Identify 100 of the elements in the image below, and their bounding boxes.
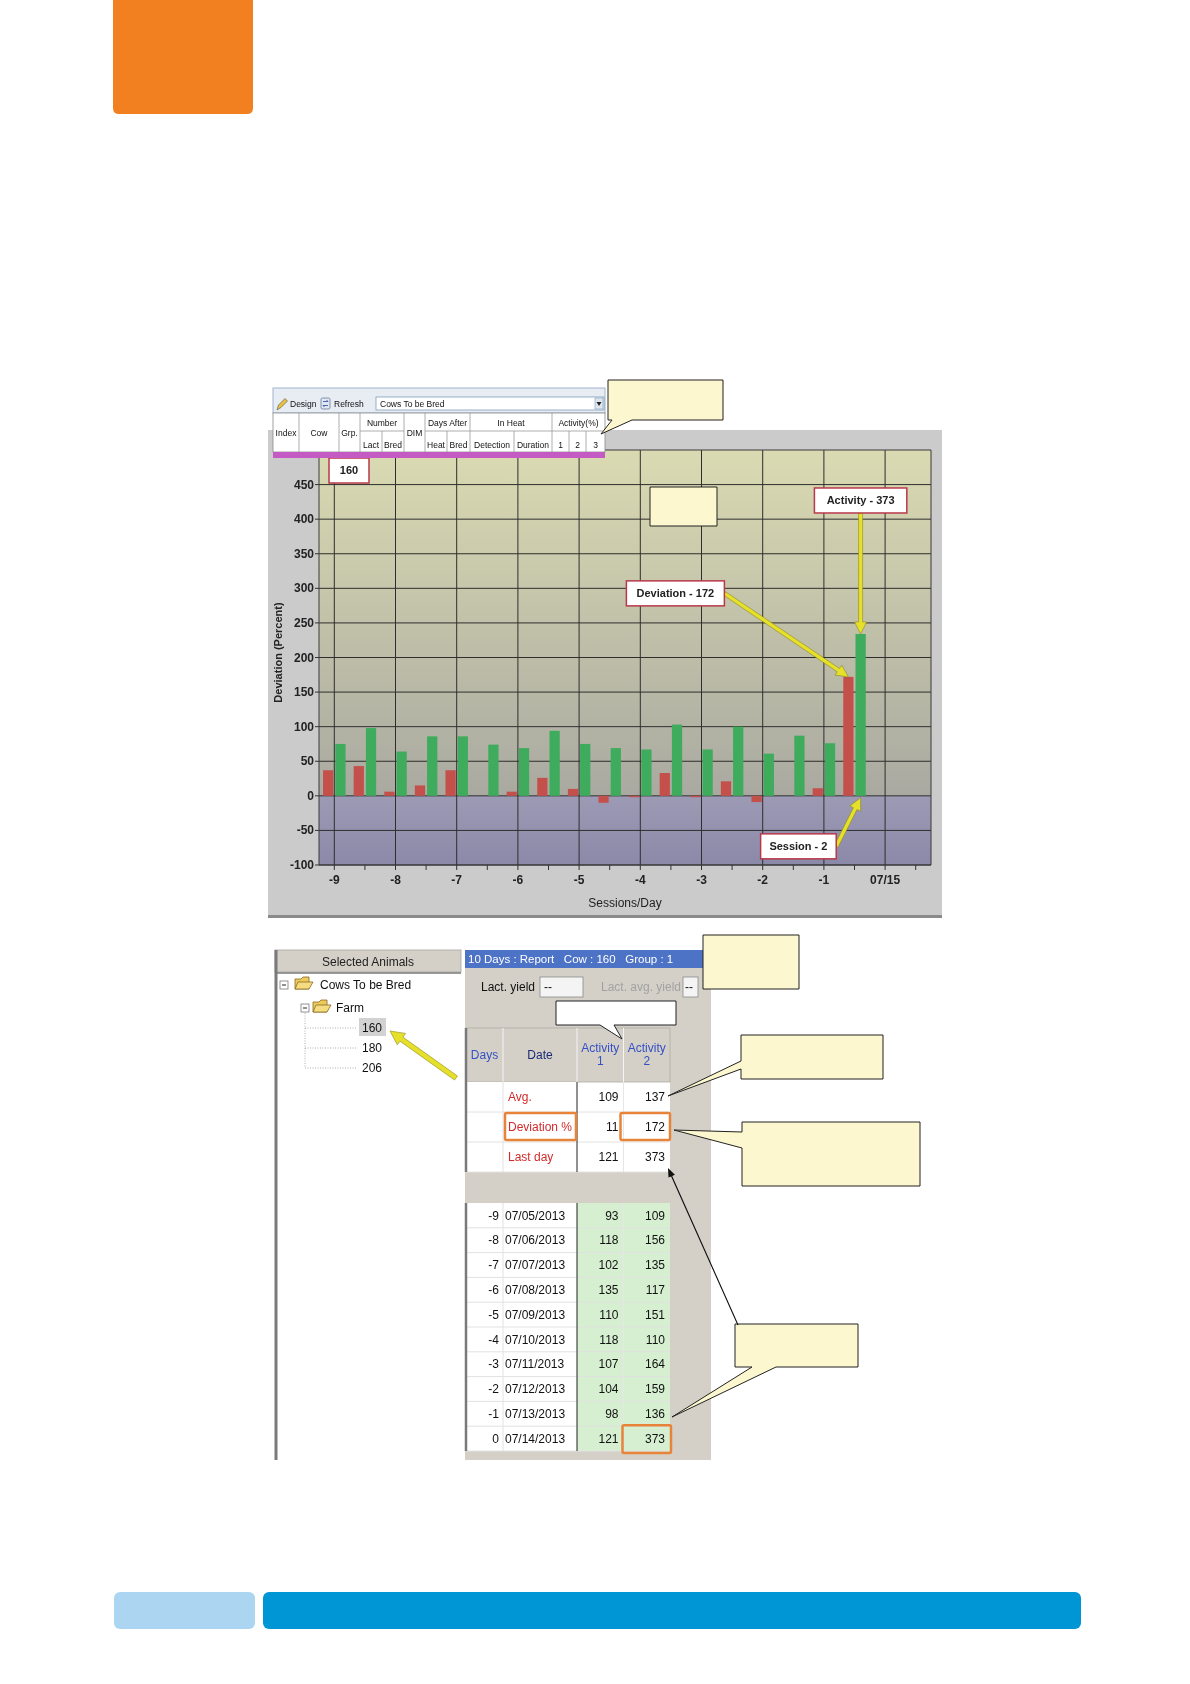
- data-label: 137: [644, 1090, 666, 1104]
- bar: [335, 743, 346, 796]
- x-tick-label: -2: [757, 873, 769, 887]
- bar: [518, 748, 530, 796]
- y-tick-label: 07/06/2013: [505, 1233, 566, 1248]
- text: In Heat: [497, 418, 526, 428]
- y-tick-label: -50: [296, 823, 315, 838]
- bar: [384, 791, 395, 796]
- bar: [427, 736, 438, 796]
- text: DIM: [406, 427, 423, 438]
- text: Days After: [427, 418, 468, 428]
- x-tick-label: -1: [818, 873, 830, 887]
- annotation: Lact: [362, 440, 380, 450]
- y-tick-label: Deviation %: [508, 1120, 573, 1134]
- bar: [733, 726, 744, 796]
- annotation: Duration: [516, 440, 550, 450]
- y2-tick-label: -5: [488, 1307, 500, 1322]
- bar: [751, 795, 762, 803]
- text: Farm: [336, 1001, 364, 1015]
- data-label: 104: [598, 1382, 619, 1397]
- y-tick-label: 300: [293, 581, 315, 596]
- data-label: 135: [644, 1258, 666, 1273]
- data-label: 109: [598, 1090, 619, 1104]
- y-axis-title: Date: [527, 1048, 553, 1062]
- text: --: [685, 980, 693, 994]
- x-tick-label: Activity 2: [627, 1041, 666, 1068]
- data-label: 373: [644, 1150, 666, 1164]
- data-label: 159: [644, 1382, 666, 1397]
- y2-tick-label: -8: [488, 1233, 500, 1248]
- bar: [414, 785, 426, 796]
- y2-axis-title: Days: [470, 1048, 499, 1062]
- y2-tick-label: -7: [488, 1258, 500, 1273]
- data-label: 121: [598, 1150, 619, 1164]
- y-tick-label: 100: [293, 719, 315, 734]
- text: Grp.: [341, 427, 358, 438]
- y2-tick-label: -2: [488, 1382, 500, 1397]
- bar: [610, 748, 621, 796]
- y-tick-label: 07/05/2013: [505, 1208, 566, 1223]
- text: --: [544, 980, 552, 994]
- data-label: 136: [644, 1406, 666, 1421]
- annotation: 160: [339, 464, 359, 476]
- y-axis-title: Deviation (Percent): [272, 602, 284, 703]
- x-tick-label: -3: [696, 873, 708, 887]
- bar: [812, 788, 823, 796]
- bar: [365, 728, 377, 796]
- y-tick-label: 50: [300, 754, 315, 769]
- x-tick-label: 07/15: [870, 873, 901, 887]
- text: Selected Animals: [321, 955, 415, 969]
- y-tick-label: 200: [293, 650, 315, 665]
- data-label: 107: [598, 1357, 619, 1372]
- bar: [506, 791, 517, 796]
- bar: [445, 770, 456, 796]
- text: 180: [362, 1041, 383, 1055]
- bar: [824, 743, 836, 796]
- data-label: 135: [598, 1282, 619, 1297]
- x-tick-label: -8: [390, 873, 402, 887]
- bar: [641, 749, 652, 796]
- y2-tick-label: -4: [488, 1332, 500, 1347]
- annotation: 1: [558, 440, 564, 450]
- y-tick-label: 07/12/2013: [505, 1382, 566, 1397]
- bar: [794, 735, 805, 796]
- y-tick-label: 350: [293, 546, 315, 561]
- data-label: 109: [644, 1208, 666, 1223]
- annotation: Heat: [427, 440, 446, 450]
- bar: [567, 788, 579, 796]
- text: Refresh: [334, 399, 365, 409]
- bar: [720, 781, 732, 796]
- bar: [671, 724, 683, 796]
- text: 206: [362, 1061, 383, 1075]
- data-label: 373: [644, 1431, 666, 1446]
- text: Cows To be Bred: [380, 399, 445, 409]
- bar: [457, 736, 468, 796]
- text: Number: [366, 418, 398, 428]
- data-label: 151: [644, 1307, 666, 1322]
- data-label: 164: [644, 1357, 666, 1372]
- y-tick-label: 450: [293, 477, 315, 492]
- y2-tick-label: 0: [492, 1431, 500, 1446]
- annotation: Bred: [449, 440, 468, 450]
- x-tick-label: -4: [634, 873, 646, 887]
- y2-tick-label: -3: [488, 1357, 500, 1372]
- data-label: 117: [645, 1282, 666, 1297]
- x-tick-label: -7: [451, 873, 463, 887]
- text: Lact. yield: [481, 980, 536, 994]
- y-tick-label: 400: [293, 512, 315, 527]
- x-tick-label: -9: [328, 873, 340, 887]
- bar: [598, 795, 609, 803]
- text: Index: [275, 427, 298, 438]
- y-tick-label: 07/11/2013: [505, 1357, 565, 1372]
- annotation: Deviation - 172: [636, 586, 715, 599]
- x-axis-title: Sessions/Day: [588, 896, 662, 910]
- y-tick-label: 150: [293, 685, 315, 700]
- bar: [537, 777, 548, 796]
- bar: [659, 773, 670, 796]
- y2-tick-label: -1: [488, 1406, 500, 1421]
- y-tick-label: 07/07/2013: [505, 1258, 566, 1273]
- text: Cow: [310, 427, 329, 438]
- text: Design: [290, 399, 317, 409]
- bar: [323, 770, 334, 796]
- annotation: 2: [575, 440, 581, 450]
- bar: [763, 753, 774, 796]
